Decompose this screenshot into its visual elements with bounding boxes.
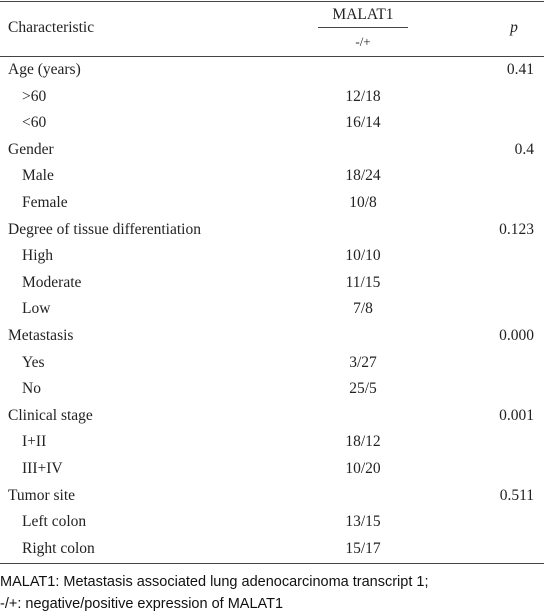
group-label: Tumor site	[8, 486, 76, 504]
group-label: Degree of tissue differentiation	[8, 220, 201, 238]
row-label: Yes	[22, 353, 45, 371]
row-value: 18/24	[345, 167, 381, 185]
row-value: 25/5	[349, 380, 377, 398]
row-label: Left colon	[22, 513, 87, 531]
header-group: MALAT1	[332, 6, 394, 23]
group-rule	[318, 27, 408, 28]
row-label: III+IV	[22, 460, 63, 477]
header-p: p	[510, 19, 518, 36]
row-value: 3/27	[349, 353, 377, 371]
footnote: MALAT1: Metastasis associated lung adeno…	[0, 574, 429, 590]
row-label: Moderate	[22, 273, 82, 291]
header-subgroup: -/+	[355, 34, 371, 49]
group-label: Age (years)	[8, 61, 81, 78]
group-label: Metastasis	[8, 327, 74, 344]
row-value: 13/15	[345, 513, 381, 531]
p-value: 0.511	[499, 486, 534, 504]
row-value: 11/15	[345, 273, 381, 291]
row-value: 10/10	[345, 247, 381, 265]
footnote: -/+: negative/positive expression of MAL…	[0, 596, 284, 612]
row-value: 18/12	[345, 433, 381, 451]
p-value: 0.4	[514, 140, 534, 158]
row-value: 10/20	[345, 460, 381, 477]
row-label: Right colon	[22, 539, 95, 557]
row-value: 10/8	[349, 194, 377, 211]
row-value: 7/8	[353, 300, 373, 318]
row-label: No	[22, 380, 41, 398]
bottom-rule	[0, 563, 544, 564]
p-value: 0.001	[499, 406, 534, 424]
group-label: Gender	[8, 140, 54, 158]
p-value: 0.41	[506, 61, 534, 78]
header-characteristic: Characteristic	[8, 19, 95, 36]
row-label: High	[22, 247, 53, 265]
group-label: Clinical stage	[8, 406, 93, 424]
row-value: 15/17	[345, 539, 381, 557]
row-label: Female	[22, 194, 68, 211]
row-label: >60	[22, 87, 47, 105]
p-value: 0.123	[499, 220, 534, 238]
row-label: <60	[22, 114, 47, 132]
p-value: 0.000	[499, 327, 534, 344]
row-label: Male	[22, 167, 54, 185]
row-value: 16/14	[345, 114, 381, 132]
header-rule	[0, 56, 544, 57]
row-label: I+II	[22, 433, 47, 451]
top-rule	[0, 1, 544, 2]
row-label: Low	[22, 300, 51, 318]
row-value: 12/18	[345, 87, 381, 105]
